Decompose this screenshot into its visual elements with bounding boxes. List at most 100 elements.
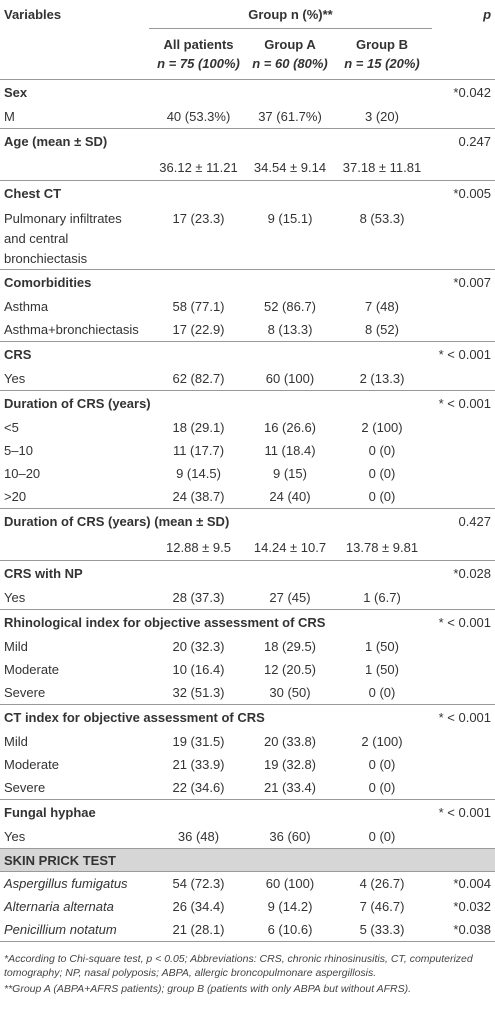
p-empty <box>432 681 495 705</box>
group-a-value: 8 (13.3) <box>267 322 313 337</box>
p-empty <box>432 416 495 439</box>
row-label: Yes <box>4 590 26 605</box>
section-row: Chest CT *0.005 <box>0 180 495 206</box>
p-empty <box>432 753 495 776</box>
header-row: Variables Group n (%)** p <box>0 0 495 29</box>
all-patients-value: 36 (48) <box>177 829 220 844</box>
p-value: * < 0.001 <box>432 609 495 635</box>
all-patients-value: 36.12 ± 11.21 <box>159 159 238 175</box>
group-b-value: 0 (0) <box>368 685 396 700</box>
group-a-header: Group A n = 60 (80%) <box>248 28 332 80</box>
group-b-value: 2 (13.3) <box>359 371 405 386</box>
group-b-value: 2 (100) <box>361 734 403 749</box>
p-empty <box>432 105 495 129</box>
section-title: Chest CT <box>0 180 433 206</box>
p-header: p <box>483 6 492 22</box>
variables-header: Variables <box>4 6 62 22</box>
p-value: * < 0.001 <box>432 799 495 825</box>
group-a-value: 60 (100) <box>265 371 315 386</box>
p-value: *0.005 <box>432 180 495 206</box>
row-label: Asthma+bronchiectasis <box>4 322 139 337</box>
table-row: Mild 20 (32.3) 18 (29.5) 1 (50) <box>0 635 495 658</box>
p-value: * < 0.001 <box>432 390 495 416</box>
group-b-value: 7 (46.7) <box>359 899 405 914</box>
section-row: CRS * < 0.001 <box>0 341 495 367</box>
table-row: Moderate 10 (16.4) 12 (20.5) 1 (50) <box>0 658 495 681</box>
p-empty <box>432 206 495 270</box>
section-row: Duration of CRS (years) (mean ± SD) 0.427 <box>0 508 495 534</box>
all-patients-value: 58 (77.1) <box>172 299 225 314</box>
row-label: Mild <box>4 734 28 749</box>
table-row: M 40 (53.3%) 37 (61.7%) 3 (20) <box>0 105 495 129</box>
section-row: CRS with NP *0.028 <box>0 560 495 586</box>
group-header: Group n (%)** <box>149 0 433 29</box>
table-row: Moderate 21 (33.9) 19 (32.8) 0 (0) <box>0 753 495 776</box>
group-b-value: 2 (100) <box>361 420 403 435</box>
section-title: Sex <box>4 85 28 100</box>
skin-prick-title: SKIN PRICK TEST <box>0 848 495 872</box>
p-value: *0.032 <box>453 899 492 914</box>
row-label: Alternaria alternata <box>4 899 114 914</box>
p-empty <box>432 462 495 485</box>
group-a-value: 19 (32.8) <box>263 757 317 772</box>
group-b-value: 3 (20) <box>365 109 399 124</box>
p-empty <box>432 658 495 681</box>
group-a-value: 11 (18.4) <box>264 443 316 458</box>
all-patients-value: 20 (32.3) <box>172 639 225 654</box>
group-b-value: 13.78 ± 9.81 <box>345 539 419 555</box>
all-patients-value: 24 (38.7) <box>172 489 225 504</box>
group-a-value: 9 (14.2) <box>267 899 313 914</box>
section-title: Age (mean ± SD) <box>0 128 433 154</box>
group-a-value: 24 (40) <box>269 489 311 504</box>
table-row: Pulmonary infiltrates and central bronch… <box>0 206 495 270</box>
p-empty <box>432 534 495 561</box>
section-title: Comorbidities <box>0 269 433 295</box>
subheader-row: All patients n = 75 (100%) Group A n = 6… <box>0 28 495 80</box>
all-patients-value: 62 (82.7) <box>172 371 225 386</box>
table-row: Yes 62 (82.7) 60 (100) 2 (13.3) <box>0 367 495 391</box>
group-a-value: 20 (33.8) <box>263 734 317 749</box>
p-empty <box>432 635 495 658</box>
section-row: Rhinological index for objective assessm… <box>0 609 495 635</box>
group-b-header: Group B n = 15 (20%) <box>332 28 433 80</box>
all-patients-value: 17 (23.3) <box>172 211 225 226</box>
p-empty <box>432 485 495 509</box>
group-a-value: 37 (61.7%) <box>258 109 322 124</box>
p-value: *0.007 <box>432 269 495 295</box>
table-row: <5 18 (29.1) 16 (26.6) 2 (100) <box>0 416 495 439</box>
group-b-value: 8 (53.3) <box>359 211 405 226</box>
p-value: * < 0.001 <box>432 341 495 367</box>
section-title: Duration of CRS (years) (mean ± SD) <box>0 508 433 534</box>
p-value: *0.028 <box>432 560 495 586</box>
p-value: *0.038 <box>432 918 495 942</box>
section-title: Rhinological index for objective assessm… <box>0 609 433 635</box>
group-a-value: 30 (50) <box>269 685 311 700</box>
group-a-value: 18 (29.5) <box>263 639 317 654</box>
table-row: 12.88 ± 9.5 14.24 ± 10.7 13.78 ± 9.81 <box>0 534 495 561</box>
all-patients-value: 10 (16.4) <box>172 662 225 677</box>
group-a-value: 14.24 ± 10.7 <box>253 539 327 555</box>
section-title: CRS <box>0 341 433 367</box>
data-table: Variables Group n (%)** p All patients n… <box>0 0 495 942</box>
group-a-value: 21 (33.4) <box>263 780 317 795</box>
group-b-value: 7 (48) <box>365 299 399 314</box>
table-row: 5–10 11 (17.7) 11 (18.4) 0 (0) <box>0 439 495 462</box>
all-patients-value: 21 (33.9) <box>172 757 225 772</box>
all-patients-value: 9 (14.5) <box>176 466 221 481</box>
group-b-value: 0 (0) <box>368 466 396 481</box>
row-label: Aspergillus fumigatus <box>4 876 128 891</box>
section-title: CRS with NP <box>0 560 433 586</box>
group-b-value: 4 (26.7) <box>359 876 405 891</box>
section-title: Fungal hyphae <box>0 799 433 825</box>
row-label: M <box>4 109 15 124</box>
group-a-value: 27 (45) <box>269 590 311 605</box>
group-a-value: 6 (10.6) <box>248 918 332 942</box>
table-row: 10–20 9 (14.5) 9 (15) 0 (0) <box>0 462 495 485</box>
footnote-2: **Group A (ABPA+AFRS patients); group B … <box>4 983 412 995</box>
table-row: Alternaria alternata 26 (34.4) 9 (14.2) 7 (… <box>0 895 495 918</box>
all-patients-value: 22 (34.6) <box>172 780 225 795</box>
group-b-value: 1 (6.7) <box>363 590 401 605</box>
table-row: Yes 36 (48) 36 (60) 0 (0) <box>0 825 495 849</box>
group-b-value: 0 (0) <box>368 829 396 844</box>
p-empty <box>432 776 495 800</box>
